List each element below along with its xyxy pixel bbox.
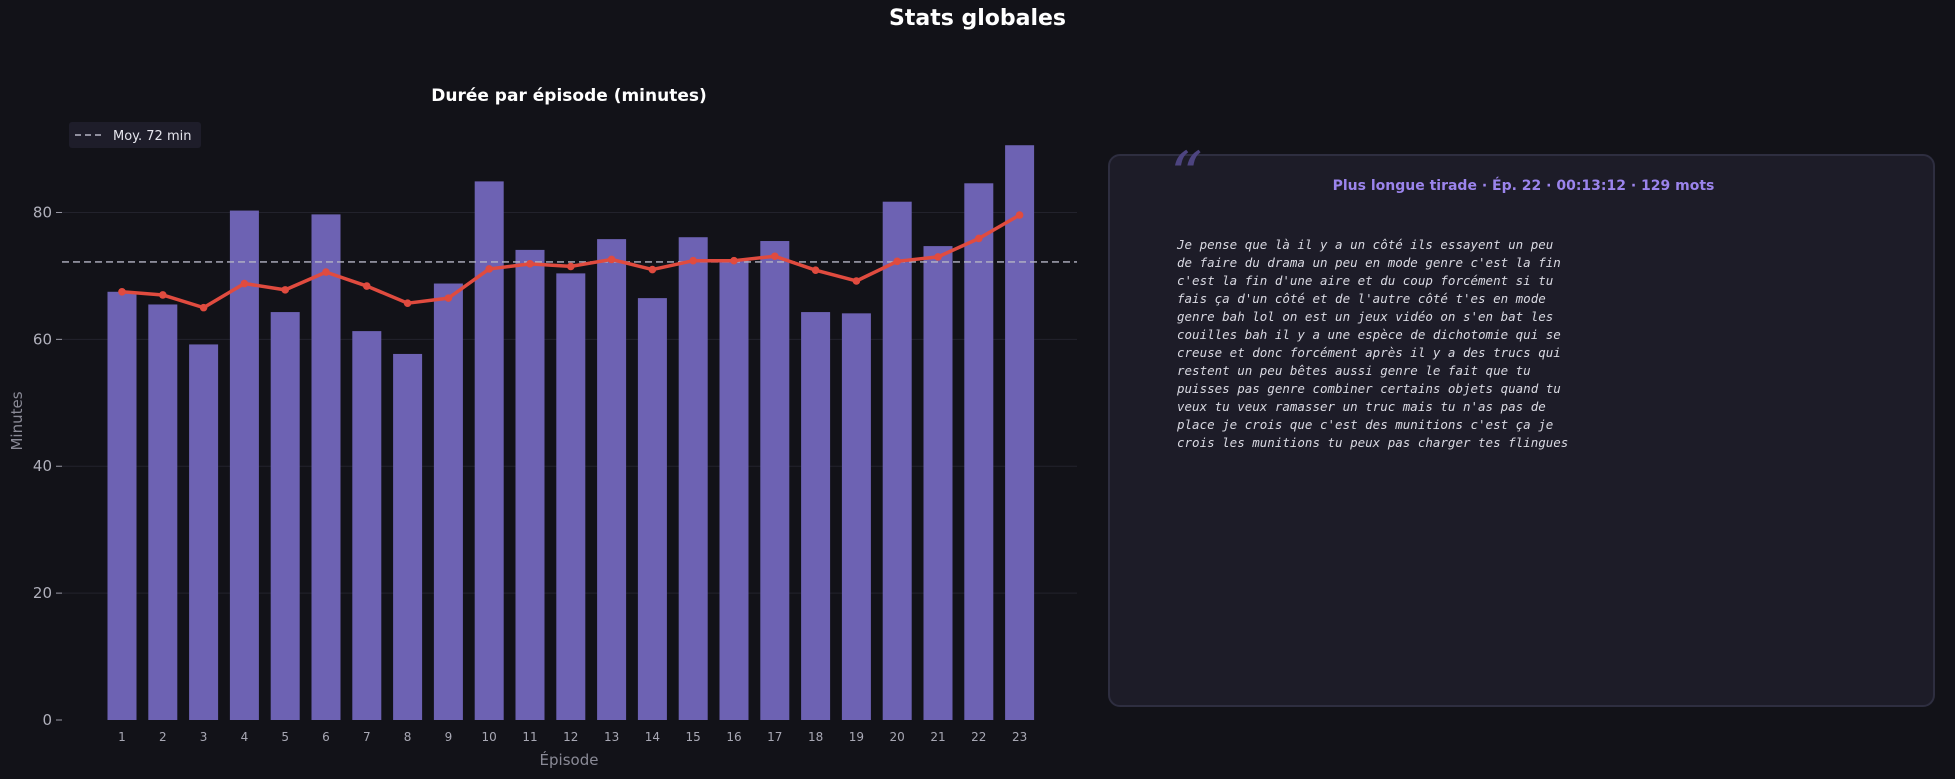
longest-monologue-panel: “ Plus longue tirade · Ép. 22 · 00:13:12…	[1108, 144, 1935, 707]
legend: Moy. 72 min	[69, 122, 201, 148]
x-tick-label-21: 21	[930, 730, 945, 744]
bar-episode-6	[311, 214, 341, 720]
x-tick-label-2: 2	[159, 730, 167, 744]
x-axis-label: Épisode	[540, 750, 599, 769]
trend-point-8	[403, 299, 412, 307]
x-tick-label-15: 15	[686, 730, 701, 744]
trend-point-15	[689, 256, 697, 265]
bar-episode-12	[556, 273, 586, 720]
x-tick-label-8: 8	[404, 730, 412, 744]
bar-episode-21	[923, 246, 953, 720]
bar-episode-14	[637, 298, 667, 720]
trend-point-10	[485, 265, 494, 273]
trend-point-6	[322, 268, 330, 276]
trend-point-13	[607, 255, 616, 264]
x-tick-label-1: 1	[118, 730, 126, 744]
chart-title: Durée par épisode (minutes)	[431, 86, 707, 106]
quote-mark-icon: “	[1170, 139, 1203, 213]
y-tick-label-40: 40	[33, 457, 52, 475]
quote-text: Je pense que là il y a un côté ils essay…	[1177, 237, 1569, 450]
figure-title: Stats globales	[888, 6, 1067, 31]
y-tick-label-0: 0	[42, 711, 52, 729]
x-tick-label-7: 7	[363, 730, 371, 744]
bar-episode-5	[270, 312, 300, 720]
bar-episode-10	[474, 181, 504, 721]
trend-point-9	[444, 294, 453, 302]
bar-episode-7	[352, 331, 382, 720]
x-tick-label-10: 10	[482, 730, 497, 744]
legend-box	[69, 122, 201, 148]
bar-episode-20	[882, 201, 912, 720]
trend-point-14	[648, 265, 657, 274]
x-tick-label-5: 5	[281, 730, 289, 744]
x-tick-label-13: 13	[604, 730, 619, 744]
quote-header: Plus longue tirade · Ép. 22 · 00:13:12 ·…	[1332, 178, 1715, 194]
bar-episode-23	[1005, 145, 1035, 720]
x-tick-label-3: 3	[200, 730, 208, 744]
x-tick-label-12: 12	[563, 730, 578, 744]
trend-point-19	[852, 277, 861, 285]
y-axis-label: Minutes	[8, 391, 26, 450]
x-tick-label-11: 11	[522, 730, 537, 744]
x-tick-label-6: 6	[322, 730, 330, 744]
x-tick-label-14: 14	[645, 730, 660, 744]
trend-point-22	[975, 234, 983, 243]
x-tick-label-4: 4	[241, 730, 249, 744]
bar-episode-4	[229, 210, 259, 720]
x-tick-label-16: 16	[726, 730, 741, 744]
x-tick-label-9: 9	[445, 730, 453, 744]
bar-episode-18	[801, 312, 831, 720]
y-tick-label-60: 60	[33, 330, 52, 348]
trend-point-11	[526, 260, 534, 268]
x-tick-label-22: 22	[971, 730, 986, 744]
bar-episode-2	[148, 304, 178, 720]
bar-episode-3	[189, 344, 219, 720]
y-tick-label-20: 20	[33, 584, 52, 602]
trend-point-12	[567, 262, 575, 271]
trend-point-7	[363, 282, 371, 290]
trend-point-1	[118, 287, 126, 296]
trend-line	[118, 211, 1024, 312]
bar-episode-17	[760, 241, 790, 721]
bar-episode-22	[964, 183, 994, 720]
trend-point-3	[199, 303, 208, 312]
legend-average-label: Moy. 72 min	[113, 129, 191, 144]
bar-episode-11	[515, 249, 545, 720]
bar-episode-15	[678, 237, 708, 720]
x-tick-label-17: 17	[767, 730, 782, 744]
bar-episode-16	[719, 259, 749, 720]
x-tick-label-19: 19	[849, 730, 864, 744]
trend-point-5	[281, 286, 290, 294]
bar-episode-13	[597, 239, 627, 720]
bars	[107, 145, 1035, 721]
bar-episode-19	[841, 313, 871, 720]
trend-point-20	[893, 257, 901, 266]
trend-point-18	[811, 266, 820, 275]
trend-point-23	[1015, 211, 1024, 219]
y-tick-label-80: 80	[33, 203, 52, 221]
bar-episode-1	[107, 291, 137, 720]
trend-point-2	[159, 291, 167, 299]
trend-point-21	[934, 253, 942, 261]
x-tick-label-18: 18	[808, 730, 823, 744]
trend-point-16	[730, 256, 738, 265]
x-tick-label-20: 20	[890, 730, 905, 744]
trend-point-17	[771, 252, 779, 261]
bar-episode-8	[393, 353, 423, 720]
bar-episode-9	[433, 283, 463, 720]
x-tick-label-23: 23	[1012, 730, 1027, 744]
trend-point-4	[240, 279, 249, 288]
